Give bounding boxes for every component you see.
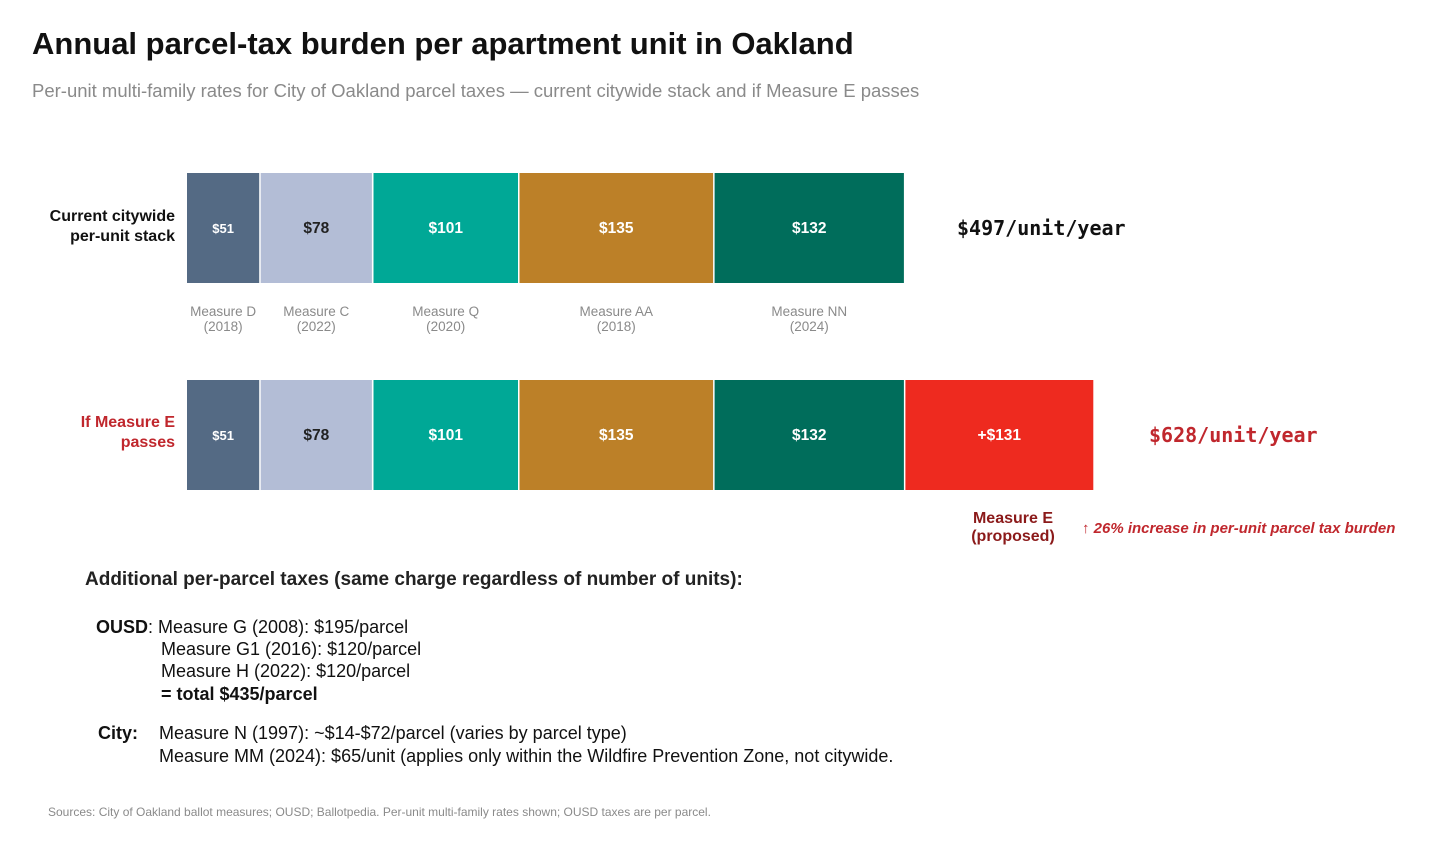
chart-title: Annual parcel-tax burden per apartment u… <box>32 26 854 61</box>
bar-current-1 <box>260 173 372 283</box>
category-label-0: Measure D (2018) <box>163 304 283 334</box>
bar-value-label-measure-e-4: $132 <box>792 427 826 444</box>
category-label-year-3: (2018) <box>596 319 636 334</box>
category-label-2: Measure Q (2020) <box>386 304 506 334</box>
category-label-3: Measure AA (2018) <box>556 304 676 334</box>
bar-measure-e-2 <box>373 380 518 490</box>
category-label-year-0: (2018) <box>203 319 243 334</box>
row-label-current: Current citywide per-unit stack <box>20 207 175 247</box>
category-label-1: Measure C (2022) <box>256 304 376 334</box>
city-measure-n: Measure N (1997): ~$14-$72/parcel (varie… <box>159 723 627 743</box>
total-measure-e: $628/unit/year <box>1149 423 1318 447</box>
bar-current-2 <box>373 173 518 283</box>
row-label-current-line2: per-unit stack <box>70 228 175 245</box>
category-label-name-4: Measure NN <box>771 304 848 319</box>
bar-current-3 <box>519 173 714 283</box>
bar-value-label-measure-e-5: +$131 <box>978 427 1022 444</box>
bar-measure-e-5 <box>905 380 1094 490</box>
total-current: $497/unit/year <box>957 216 1126 240</box>
bar-measure-e-4 <box>714 380 904 490</box>
additional-taxes-heading: Additional per-parcel taxes (same charge… <box>85 569 743 590</box>
ousd-line-1: OUSD: Measure G (2008): $195/parcel <box>96 616 408 638</box>
chart-subtitle: Per-unit multi-family rates for City of … <box>32 80 920 101</box>
measure-e-label-line1: Measure E <box>972 510 1054 527</box>
bar-current-4 <box>714 173 904 283</box>
row-label-current-line1: Current citywide <box>49 208 175 225</box>
bar-value-label-measure-e-2: $101 <box>428 427 463 444</box>
row-label-measure-e-line2: passes <box>120 434 175 451</box>
category-label-year-4: (2024) <box>789 319 829 334</box>
category-label-4: Measure NN (2024) <box>749 304 869 334</box>
bar-value-label-current-0: $51 <box>212 221 234 236</box>
measure-e-category-label: Measure E (proposed) <box>953 510 1073 546</box>
row-label-measure-e-line1: If Measure E <box>80 414 175 431</box>
measure-e-label-line2: (proposed) <box>971 528 1055 545</box>
bar-value-label-measure-e-0: $51 <box>212 428 234 443</box>
category-label-year-1: (2022) <box>296 319 336 334</box>
ousd-label: OUSD <box>96 617 149 637</box>
ousd-measure-g: : Measure G (2008): $195/parcel <box>148 617 409 637</box>
category-label-name-1: Measure C <box>283 304 350 319</box>
bar-value-label-current-3: $135 <box>599 220 634 237</box>
city-measure-mm: Measure MM (2024): $65/unit (applies onl… <box>159 746 894 766</box>
city-label: City: <box>98 723 138 743</box>
bar-measure-e-3 <box>519 380 714 490</box>
sources-note: Sources: City of Oakland ballot measures… <box>48 805 711 819</box>
row-label-measure-e: If Measure E passes <box>20 413 175 453</box>
bar-value-label-current-1: $78 <box>303 220 329 237</box>
increase-annotation: ↑ 26% increase in per-unit parcel tax bu… <box>1082 520 1396 537</box>
ousd-total: = total $435/parcel <box>161 684 318 704</box>
bar-measure-e-0 <box>187 380 260 490</box>
bar-measure-e-1 <box>260 380 372 490</box>
category-label-name-0: Measure D <box>190 304 257 319</box>
bar-value-label-measure-e-3: $135 <box>599 427 634 444</box>
ousd-measure-h: Measure H (2022): $120/parcel <box>161 661 411 681</box>
category-label-year-2: (2020) <box>426 319 466 334</box>
category-label-name-3: Measure AA <box>579 304 654 319</box>
category-label-name-2: Measure Q <box>412 304 480 319</box>
bar-value-label-measure-e-1: $78 <box>303 427 329 444</box>
ousd-measure-g1: Measure G1 (2016): $120/parcel <box>161 639 422 659</box>
bar-value-label-current-4: $132 <box>792 220 826 237</box>
bar-current-0 <box>187 173 260 283</box>
bar-value-label-current-2: $101 <box>428 220 463 237</box>
